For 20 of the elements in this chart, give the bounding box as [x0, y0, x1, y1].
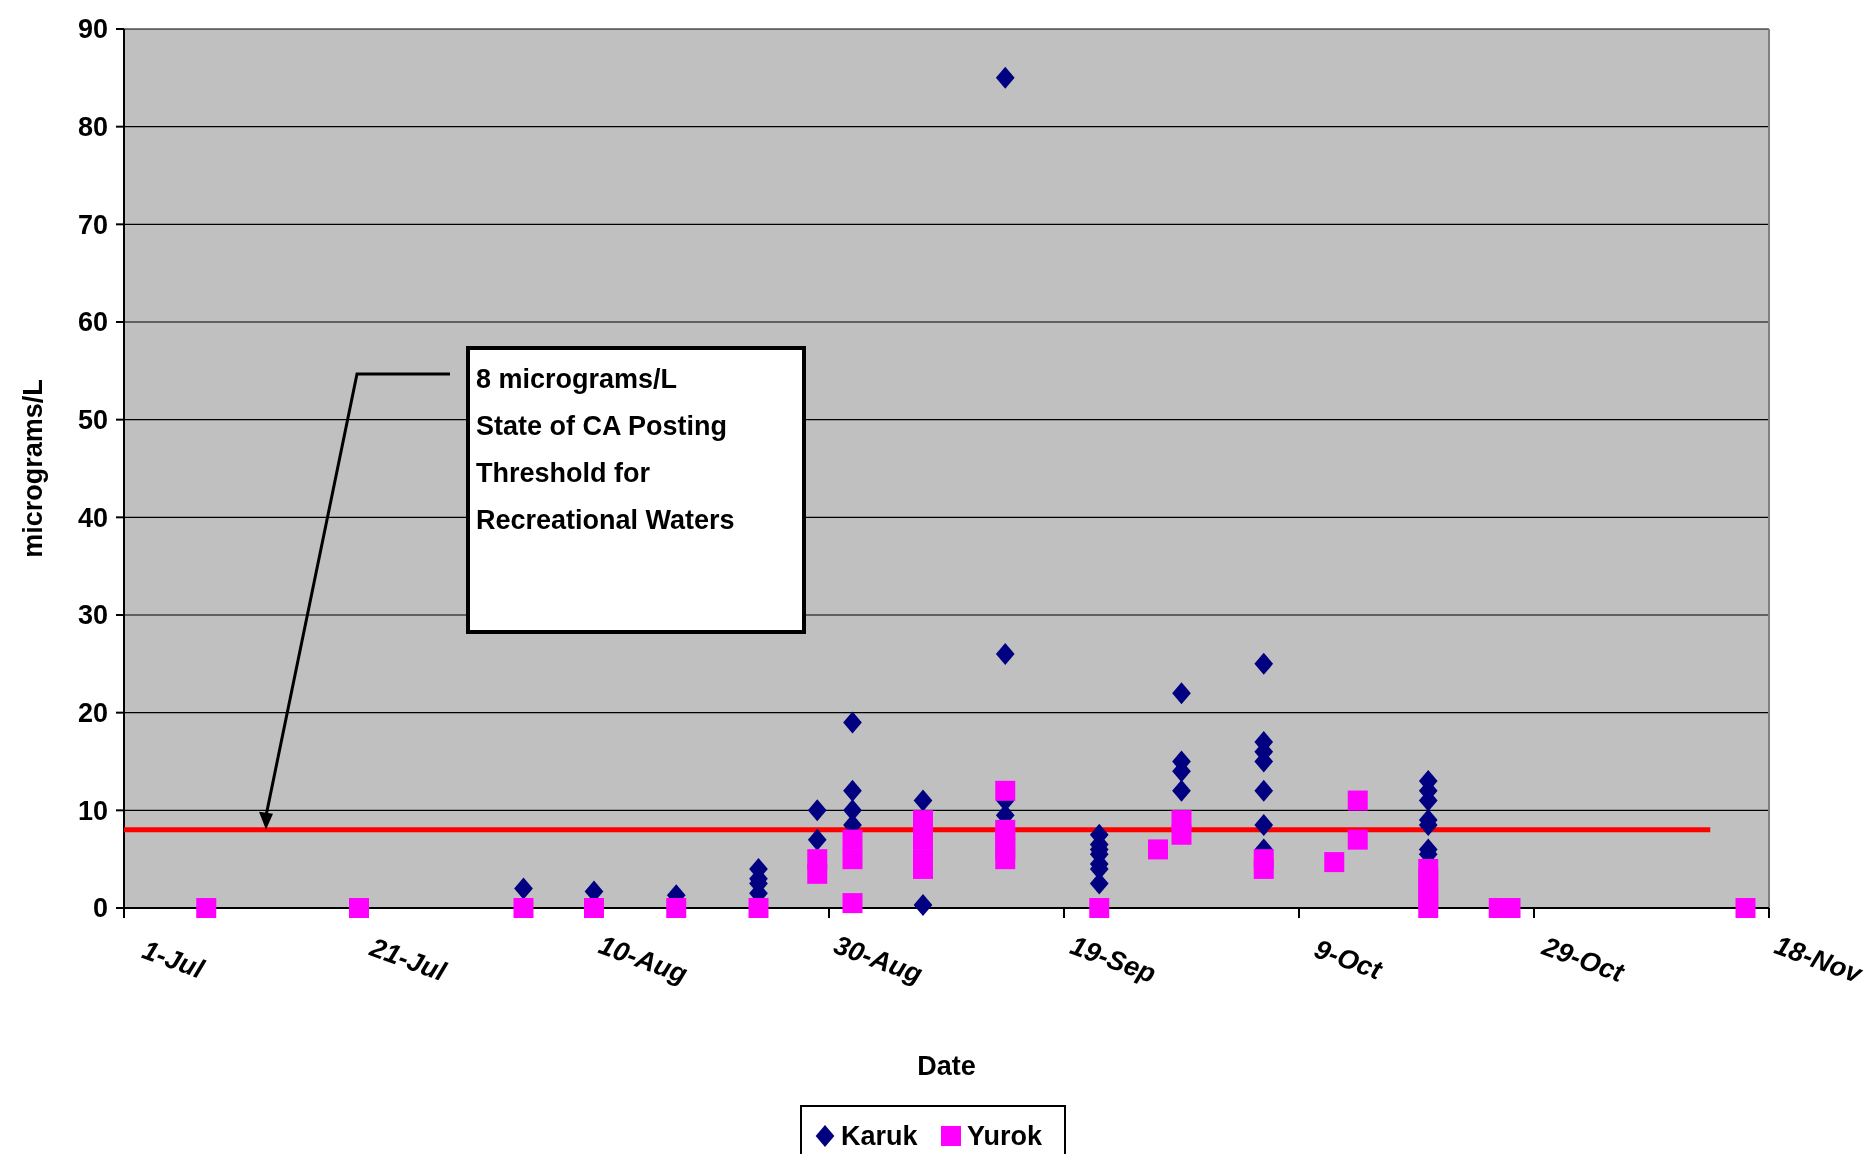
y-tick-label: 30 — [77, 600, 108, 631]
y-tick-label: 60 — [77, 307, 108, 338]
x-tick-label: 1-Jul — [138, 934, 209, 985]
annotation: 8 micrograms/L State of CA Posting Threshold for Recreational Waters — [476, 364, 735, 535]
y-tick-label: 0 — [92, 893, 108, 924]
y-axis-title: micrograms/L — [18, 379, 48, 558]
x-tick-label: 9-Oct — [1310, 933, 1387, 986]
legend-label: Yurok — [967, 1121, 1044, 1152]
y-tick-label: 90 — [77, 14, 108, 45]
y-tick-label: 20 — [77, 698, 108, 729]
x-axis-title: Date — [917, 1051, 976, 1081]
x-tick-label: 29-Oct — [1537, 930, 1629, 989]
y-tick-label: 50 — [77, 405, 108, 436]
y-tick-label: 80 — [77, 112, 108, 143]
x-tick-label: 21-Jul — [365, 931, 451, 988]
legend-label: Karuk — [841, 1121, 919, 1152]
y-tick-label: 40 — [77, 502, 108, 533]
y-tick-label: 70 — [77, 209, 108, 240]
y-tick-label: 10 — [77, 795, 108, 826]
x-tick-label: 18-Nov — [1770, 930, 1868, 990]
